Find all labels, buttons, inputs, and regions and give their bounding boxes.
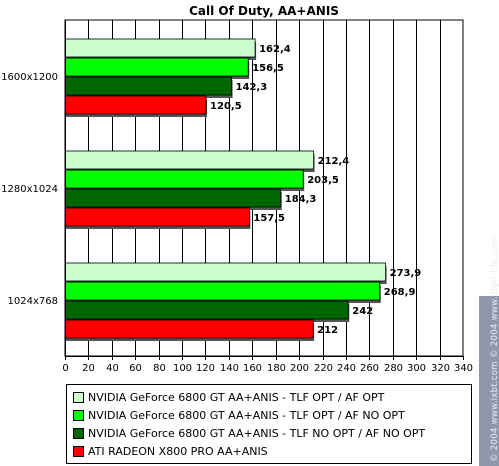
bar <box>64 95 207 115</box>
x-tick-label: 180 <box>267 363 286 374</box>
x-tick-label: 20 <box>82 363 95 374</box>
x-tick-label: 140 <box>220 363 239 374</box>
bar-value-label: 162,4 <box>259 44 291 55</box>
x-tick-label: 340 <box>454 363 473 374</box>
bar-value-label: 203,5 <box>307 175 339 186</box>
bar-value-label: 156,5 <box>252 63 284 74</box>
bar-value-label: 212 <box>317 325 338 336</box>
x-tick-label: 200 <box>290 363 309 374</box>
bar-value-label: 268,9 <box>384 287 416 298</box>
legend-item: NVIDIA GeForce 6800 GT AA+ANIS - TLF OPT… <box>73 388 471 406</box>
x-tick-label: 240 <box>337 363 356 374</box>
legend-label: ATI RADEON X800 PRO AA+ANIS <box>88 444 268 458</box>
x-tick-label: 100 <box>173 363 192 374</box>
bar-value-label: 273,9 <box>390 268 422 279</box>
axes <box>65 20 463 357</box>
legend-item: NVIDIA GeForce 6800 GT AA+ANIS - TLF OPT… <box>73 406 471 424</box>
category-label: 1280x1024 <box>1 184 58 195</box>
x-axis-ticks: 0 20 40 60 80 100 120 140 160 180 200 220 240 260 280 3… <box>62 356 473 374</box>
category-labels: 1600x1200 1280x1024 1024x768 <box>1 72 58 307</box>
legend-swatch <box>73 427 84 439</box>
bar <box>64 262 387 282</box>
legend-item: NVIDIA GeForce 6800 GT AA+ANIS - TLF NO … <box>73 424 471 442</box>
legend-label: NVIDIA GeForce 6800 GT AA+ANIS - TLF OPT… <box>88 390 385 404</box>
bar <box>64 76 232 96</box>
legend-item: ATI RADEON X800 PRO AA+ANIS <box>73 442 471 460</box>
legend-label: NVIDIA GeForce 6800 GT AA+ANIS - TLF OPT… <box>88 408 405 422</box>
bar <box>64 38 256 58</box>
bar <box>64 207 250 227</box>
legend-swatch <box>73 445 84 457</box>
x-tick-label: 0 <box>62 363 68 374</box>
bar-value-label: 212,4 <box>318 156 350 167</box>
bar-value-label: 242 <box>352 306 373 317</box>
legend-label: NVIDIA GeForce 6800 GT AA+ANIS - TLF NO … <box>88 426 426 440</box>
bar <box>64 300 349 320</box>
x-tick-label: 220 <box>314 363 333 374</box>
bar <box>64 319 314 339</box>
bars <box>64 38 387 341</box>
x-tick-label: 120 <box>196 363 215 374</box>
category-label: 1024x768 <box>8 296 58 307</box>
category-label: 1600x1200 <box>1 72 58 83</box>
x-tick-label: 40 <box>106 363 119 374</box>
x-tick-label: 300 <box>407 363 426 374</box>
bar <box>64 150 315 170</box>
x-tick-label: 280 <box>384 363 403 374</box>
x-tick-label: 80 <box>153 363 166 374</box>
bar-value-label: 157,5 <box>253 213 285 224</box>
bar <box>64 281 381 301</box>
x-tick-label: 260 <box>360 363 379 374</box>
watermark-text: © 2004 www.ixbt.com © 2004 www.digit-lif… <box>490 236 499 462</box>
legend-swatch <box>73 409 84 421</box>
x-tick-label: 160 <box>243 363 262 374</box>
x-tick-label: 60 <box>129 363 142 374</box>
legend-swatch <box>73 391 84 403</box>
bar-value-label: 120,5 <box>210 101 242 112</box>
bar-labels: 162,4 156,5 142,3 120,5 212,4 203,5 184,3157,5… <box>210 44 421 336</box>
watermark-strip <box>479 296 499 466</box>
bar <box>64 188 282 208</box>
bar <box>64 169 304 189</box>
legend: NVIDIA GeForce 6800 GT AA+ANIS - TLF OPT… <box>66 384 472 464</box>
bar <box>64 57 249 77</box>
bar-value-label: 142,3 <box>236 82 268 93</box>
chart-title: Call Of Duty, AA+ANIS <box>189 4 339 18</box>
bar-value-label: 184,3 <box>285 194 317 205</box>
x-tick-label: 320 <box>431 363 450 374</box>
